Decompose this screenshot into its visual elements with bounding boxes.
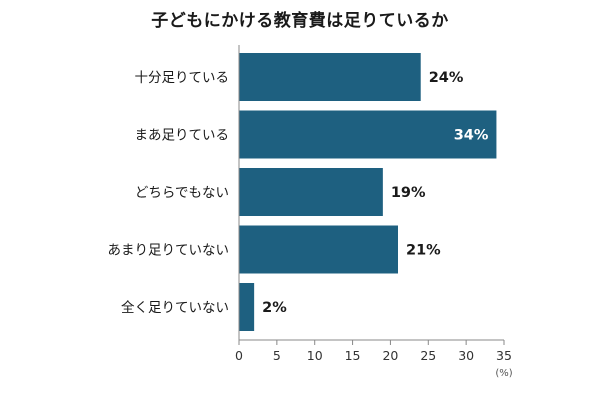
x-tick-label: 0 bbox=[235, 348, 243, 363]
bar-4 bbox=[239, 283, 255, 331]
bar-3 bbox=[239, 225, 398, 274]
x-tick-label: 10 bbox=[307, 348, 323, 363]
bars-layer bbox=[239, 53, 497, 331]
x-tick-label: 20 bbox=[382, 348, 398, 363]
x-axis: 0 5 10 15 20 25 30 35 (%) bbox=[235, 45, 513, 379]
value-label: 24% bbox=[429, 70, 464, 86]
category-label: あまり足りていない bbox=[108, 243, 230, 259]
value-label: 19% bbox=[391, 185, 426, 201]
x-tick-label: 15 bbox=[345, 348, 361, 363]
value-label: 2% bbox=[262, 300, 287, 316]
category-label: どちらでもない bbox=[135, 185, 229, 201]
bar-2 bbox=[239, 168, 383, 216]
labels-layer: 十分足りている 24% まあ足りている 34% どちらでもない 19% あまり足りていない 2… bbox=[108, 70, 489, 316]
x-tick-label: 5 bbox=[273, 348, 281, 363]
x-unit-label: (%) bbox=[495, 368, 512, 379]
category-label: まあ足りている bbox=[135, 128, 230, 144]
value-label: 21% bbox=[406, 243, 441, 259]
bar-0 bbox=[239, 53, 421, 101]
category-label: 全く足りていない bbox=[121, 299, 229, 316]
x-tick-label: 35 bbox=[496, 348, 512, 363]
value-label: 34% bbox=[454, 128, 489, 144]
category-label: 十分足りている bbox=[135, 70, 230, 86]
x-tick-label: 30 bbox=[458, 348, 474, 363]
chart-title: 子どもにかける教育費は足りているか bbox=[151, 11, 449, 31]
x-tick-label: 25 bbox=[420, 348, 436, 363]
bar-1 bbox=[239, 110, 497, 159]
